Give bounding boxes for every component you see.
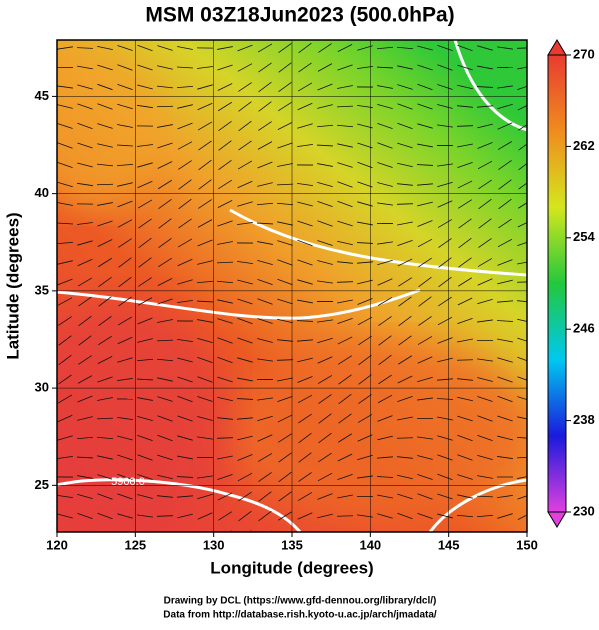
x-tick-label: 145: [438, 537, 460, 552]
y-tick-label: 30: [35, 380, 49, 395]
footer-line: Drawing by DCL (https://www.gfd-dennou.o…: [164, 596, 437, 607]
wind-arrow: [97, 533, 112, 538]
colorbar-tick-label: 262: [573, 138, 595, 153]
y-tick-label: 25: [35, 477, 49, 492]
x-tick-label: 150: [516, 537, 538, 552]
wind-arrow: [457, 360, 473, 361]
wind-arrow: [498, 532, 513, 539]
colorbar-tick-label: 246: [573, 321, 595, 336]
wind-arrow: [178, 533, 193, 539]
x-tick-label: 135: [281, 537, 303, 552]
colorbar-min: [548, 512, 566, 527]
contour-label: 5900.0: [111, 476, 145, 488]
x-tick-label: 125: [124, 537, 146, 552]
wind-arrow: [477, 534, 493, 538]
colorbar-tick-label: 238: [573, 412, 595, 427]
wind-arrow: [437, 534, 453, 536]
colorbar-tick-label: 254: [573, 229, 595, 244]
x-axis-label: Longitude (degrees): [210, 558, 373, 577]
footer-line: Data from http://database.rish.kyoto-u.a…: [163, 610, 437, 621]
colorbar-tick-label: 270: [573, 46, 595, 61]
x-tick-label: 130: [203, 537, 225, 552]
wind-arrow: [337, 516, 353, 517]
wind-arrow: [337, 535, 353, 537]
wind-arrow: [397, 533, 412, 538]
y-axis-label: Latitude (degrees): [3, 212, 22, 359]
chart-title: MSM 03Z18Jun2023 (500.0hPa): [145, 4, 454, 27]
wind-arrow: [77, 533, 92, 538]
wind-arrow: [517, 282, 533, 283]
wind-arrow: [317, 535, 333, 536]
field: [10, 40, 540, 540]
wind-arrow: [397, 438, 413, 439]
colorbar-tick-label: 230: [573, 503, 595, 518]
x-tick-label: 140: [359, 537, 381, 552]
y-tick-label: 45: [35, 88, 49, 103]
x-tick-label: 120: [46, 537, 68, 552]
colorbar-max: [548, 40, 566, 55]
wind-arrow: [417, 533, 432, 537]
colorbar: [548, 55, 566, 512]
wind-arrow: [157, 534, 173, 537]
y-tick-label: 40: [35, 185, 49, 200]
wind-arrow: [457, 535, 473, 536]
y-tick-label: 35: [35, 282, 49, 297]
